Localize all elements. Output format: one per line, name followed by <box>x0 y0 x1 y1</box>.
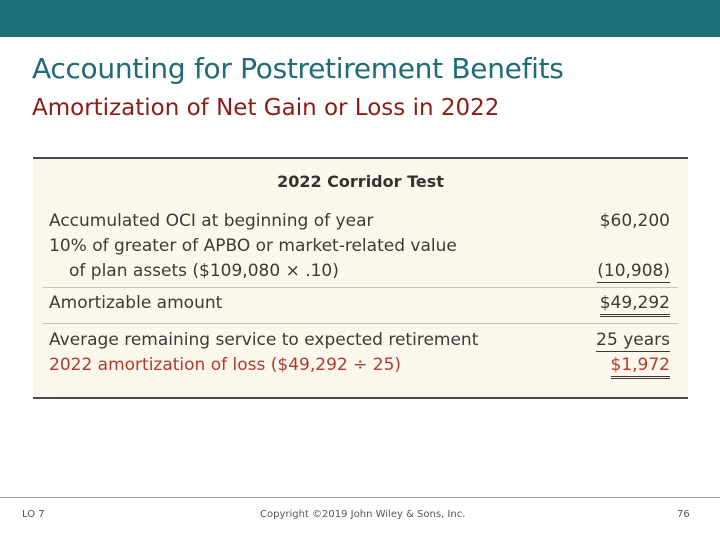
row-value-average-service: 25 years <box>596 330 670 352</box>
row-value-amortization-of-loss: $1,972 <box>610 355 670 379</box>
footer-divider <box>0 497 720 498</box>
learning-objective-label: LO 7 <box>22 509 45 520</box>
row-label-amortization-of-loss: 2022 amortization of loss ($49,292 ÷ 25) <box>49 355 402 375</box>
plan-assets-value-text: (10,908) <box>597 261 670 283</box>
row-label-ten-percent: 10% of greater of APBO or market-related… <box>49 236 457 256</box>
top-banner <box>0 0 720 37</box>
row-label-average-service: Average remaining service to expected re… <box>49 330 479 350</box>
row-divider <box>43 323 678 324</box>
row-label-plan-assets: of plan assets ($109,080 × .10) <box>69 261 339 281</box>
row-divider <box>43 287 678 288</box>
average-service-value-text: 25 years <box>596 330 670 352</box>
corridor-test-table: 2022 Corridor Test Accumulated OCI at be… <box>33 157 688 399</box>
row-value-plan-assets: (10,908) <box>597 261 670 283</box>
row-label-amortizable-amount: Amortizable amount <box>49 293 223 313</box>
row-value-amortizable-amount: $49,292 <box>599 293 670 317</box>
amortization-of-loss-value-text: $1,972 <box>610 355 670 379</box>
table-title: 2022 Corridor Test <box>277 172 444 191</box>
amortizable-amount-value-text: $49,292 <box>599 293 670 317</box>
slide-title: Accounting for Postretirement Benefits <box>32 52 564 85</box>
copyright-notice: Copyright ©2019 John Wiley & Sons, Inc. <box>260 509 466 520</box>
slide-subtitle: Amortization of Net Gain or Loss in 2022 <box>32 95 500 121</box>
page-number: 76 <box>677 509 690 520</box>
row-label-accumulated-oci: Accumulated OCI at beginning of year <box>49 211 374 231</box>
row-value-accumulated-oci: $60,200 <box>599 211 670 231</box>
